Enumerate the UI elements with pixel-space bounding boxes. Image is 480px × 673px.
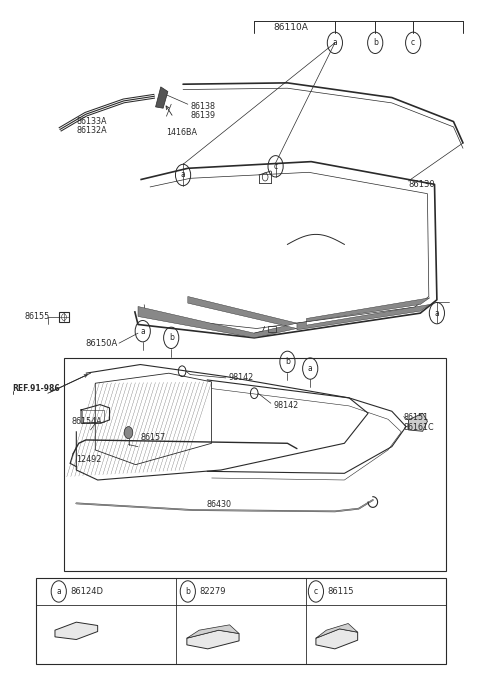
Text: c: c bbox=[274, 162, 277, 171]
Text: a: a bbox=[180, 170, 185, 180]
Text: 86157: 86157 bbox=[140, 433, 166, 442]
Text: REF.91-986: REF.91-986 bbox=[12, 384, 60, 393]
Text: 86133A: 86133A bbox=[76, 117, 107, 126]
Bar bbox=[64, 358, 446, 571]
Text: b: b bbox=[285, 357, 290, 366]
Text: 86124D: 86124D bbox=[70, 587, 103, 596]
Text: c: c bbox=[411, 38, 415, 47]
Polygon shape bbox=[156, 87, 168, 108]
Text: 1416BA: 1416BA bbox=[167, 128, 197, 137]
Text: 86138: 86138 bbox=[190, 102, 215, 111]
Polygon shape bbox=[138, 296, 297, 338]
Bar bbox=[36, 578, 446, 664]
Polygon shape bbox=[297, 297, 430, 330]
Polygon shape bbox=[187, 625, 239, 638]
Polygon shape bbox=[408, 413, 427, 431]
Text: 86155: 86155 bbox=[24, 312, 49, 321]
Text: 86132A: 86132A bbox=[76, 127, 107, 135]
Text: c: c bbox=[314, 587, 318, 596]
Bar bbox=[83, 410, 104, 422]
Text: 86161C: 86161C bbox=[404, 423, 434, 433]
Polygon shape bbox=[316, 623, 358, 638]
Text: 86154A: 86154A bbox=[72, 417, 102, 427]
Text: 82279: 82279 bbox=[199, 587, 226, 596]
Bar bbox=[59, 312, 69, 322]
Text: 86430: 86430 bbox=[207, 500, 232, 509]
Text: a: a bbox=[140, 326, 145, 336]
Text: b: b bbox=[169, 333, 174, 343]
Text: b: b bbox=[185, 587, 190, 596]
Text: 86130: 86130 bbox=[408, 180, 435, 189]
Polygon shape bbox=[55, 622, 97, 639]
Text: 98142: 98142 bbox=[273, 400, 299, 410]
Text: 86115: 86115 bbox=[327, 587, 354, 596]
Text: 86110A: 86110A bbox=[273, 23, 308, 32]
Text: a: a bbox=[56, 587, 61, 596]
Text: 86151: 86151 bbox=[404, 413, 429, 423]
Text: a: a bbox=[333, 38, 337, 47]
Bar bbox=[267, 326, 276, 332]
Text: 86150A: 86150A bbox=[86, 339, 118, 348]
Text: 86139: 86139 bbox=[190, 111, 216, 120]
Polygon shape bbox=[316, 629, 358, 649]
Circle shape bbox=[124, 427, 133, 439]
Text: 98142: 98142 bbox=[228, 374, 253, 382]
Polygon shape bbox=[187, 630, 239, 649]
Text: a: a bbox=[308, 364, 312, 373]
Text: a: a bbox=[434, 309, 439, 318]
Text: b: b bbox=[373, 38, 378, 47]
Text: 12492: 12492 bbox=[76, 455, 102, 464]
